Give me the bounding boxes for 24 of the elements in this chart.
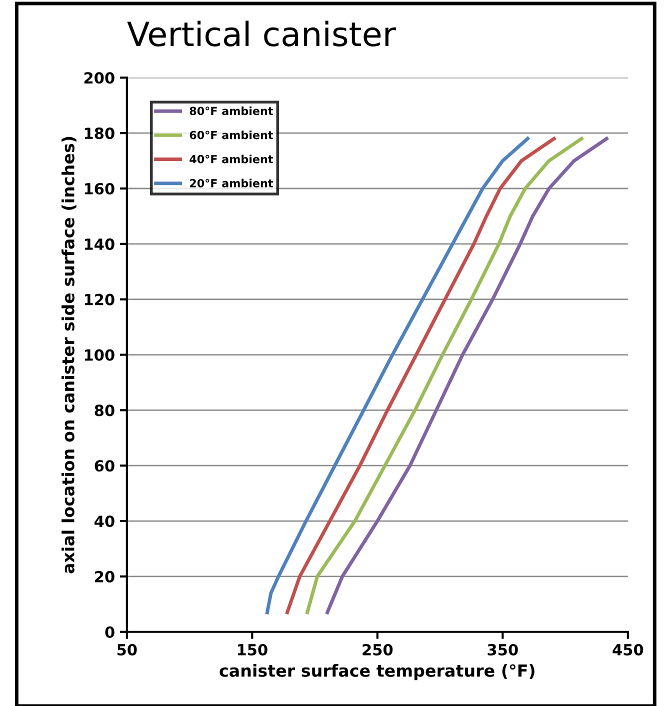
x-tick-label: 450 (612, 644, 644, 656)
y-tick-label: 20 (95, 570, 114, 582)
legend-label: 60°F ambient (190, 130, 273, 140)
y-tick-label: 0 (105, 626, 114, 638)
y-tick-label: 120 (84, 294, 114, 306)
y-tick-label: 40 (94, 515, 114, 528)
y-tick-label: 200 (84, 72, 114, 84)
y-tick-label: 60 (94, 460, 114, 472)
legend-label: 20°F ambient (190, 178, 273, 188)
y-tick-label: 80 (94, 404, 114, 416)
x-axis-title: canister surface temperature (°F) (220, 664, 534, 680)
x-tick-label: 150 (238, 644, 268, 656)
x-tick-label: 350 (488, 644, 518, 656)
line-series (286, 136, 556, 614)
legend-label: 40°F ambient (190, 154, 273, 164)
y-tick-label: 140 (84, 238, 114, 250)
y-tick-label: 100 (84, 349, 114, 361)
y-axis-title: axial location on canister side surface (inches) (62, 136, 76, 574)
x-tick-label: 50 (117, 644, 137, 656)
chart-title: Vertical canister (127, 20, 396, 46)
x-tick-label: 250 (362, 644, 393, 656)
y-tick-label: 160 (84, 182, 114, 195)
y-tick-label: 180 (84, 128, 114, 140)
legend-label: 80°F ambient (190, 106, 273, 116)
